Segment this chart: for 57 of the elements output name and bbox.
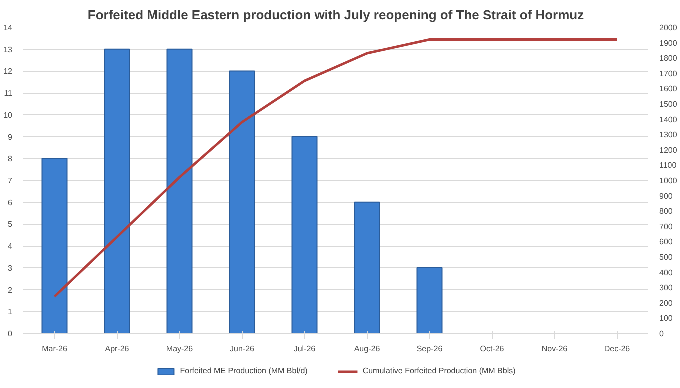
y-tick-label: 3 — [8, 264, 14, 273]
bar — [42, 158, 68, 334]
y2-tick-label: 1900 — [660, 38, 678, 48]
y2-tick-label: 0 — [660, 330, 664, 338]
y2-tick-label: 1700 — [660, 69, 678, 78]
y2-tick-label: 700 — [660, 222, 674, 232]
x-tick-label: Apr-26 — [105, 344, 130, 354]
bar — [354, 202, 380, 334]
y2-tick-label: 1400 — [660, 115, 678, 124]
x-tick-label: Dec-26 — [604, 344, 631, 354]
x-tick-label: Aug-26 — [354, 344, 381, 354]
chart-title: Forfeited Middle Eastern production with July reopening of The Strait of Hormuz — [88, 8, 585, 22]
y2-tick-label: 1800 — [660, 54, 678, 64]
x-tick-label: Jun-26 — [230, 344, 256, 354]
y2-tick-label: 1100 — [660, 161, 678, 170]
y2-tick-label: 800 — [660, 207, 674, 216]
y2-tick-label: 1500 — [660, 100, 678, 109]
bar — [104, 48, 130, 334]
bar — [229, 70, 256, 334]
y-tick-label: 7 — [8, 176, 14, 186]
y-tick-label: 5 — [8, 220, 14, 230]
x-tick-label: Jul-26 — [294, 344, 316, 354]
y2-tick-label: 1600 — [660, 84, 678, 94]
bar — [166, 48, 193, 334]
x-tick-label: May-26 — [166, 344, 194, 354]
y2-tick-label: 300 — [660, 284, 674, 293]
y2-tick-label: 100 — [660, 314, 674, 324]
y2-tick-label: 500 — [660, 253, 674, 262]
y2-tick-label: 900 — [660, 192, 674, 201]
legend-label: Forfeited ME Production (MM Bbl/d) — [180, 366, 308, 376]
y2-tick-label: 400 — [660, 268, 674, 278]
y-tick-label: 13 — [4, 45, 14, 54]
legend-label: Cumulative Forfeited Production (MM Bbls) — [362, 366, 516, 376]
y2-tick-label: 1000 — [660, 176, 678, 186]
x-tick-label: Oct-26 — [480, 344, 505, 354]
y-tick-label: 4 — [8, 242, 14, 252]
y-tick-label: 9 — [8, 132, 14, 142]
y-tick-label: 14 — [4, 24, 14, 32]
x-tick-label: Sep-26 — [416, 344, 444, 354]
y-tick-label: 2 — [8, 286, 14, 295]
y-tick-label: 10 — [4, 110, 14, 120]
y2-tick-label: 1300 — [660, 130, 678, 140]
x-tick-label: Nov-26 — [542, 344, 568, 354]
bar — [292, 136, 318, 334]
y-tick-label: 0 — [8, 330, 14, 338]
y-tick-label: 8 — [8, 154, 14, 164]
y-tick-label: 6 — [8, 198, 14, 208]
y-tick-label: 12 — [4, 67, 14, 76]
line-series — [54, 38, 618, 298]
y-tick-label: 1 — [8, 308, 14, 317]
y2-tick-label: 600 — [660, 238, 674, 247]
x-tick-label: Mar-26 — [42, 344, 68, 354]
y2-tick-label: 200 — [660, 298, 674, 308]
y2-tick-label: 1200 — [660, 146, 678, 155]
bar — [416, 267, 443, 334]
y-tick-label: 11 — [4, 89, 14, 98]
y2-tick-label: 2000 — [660, 24, 678, 32]
